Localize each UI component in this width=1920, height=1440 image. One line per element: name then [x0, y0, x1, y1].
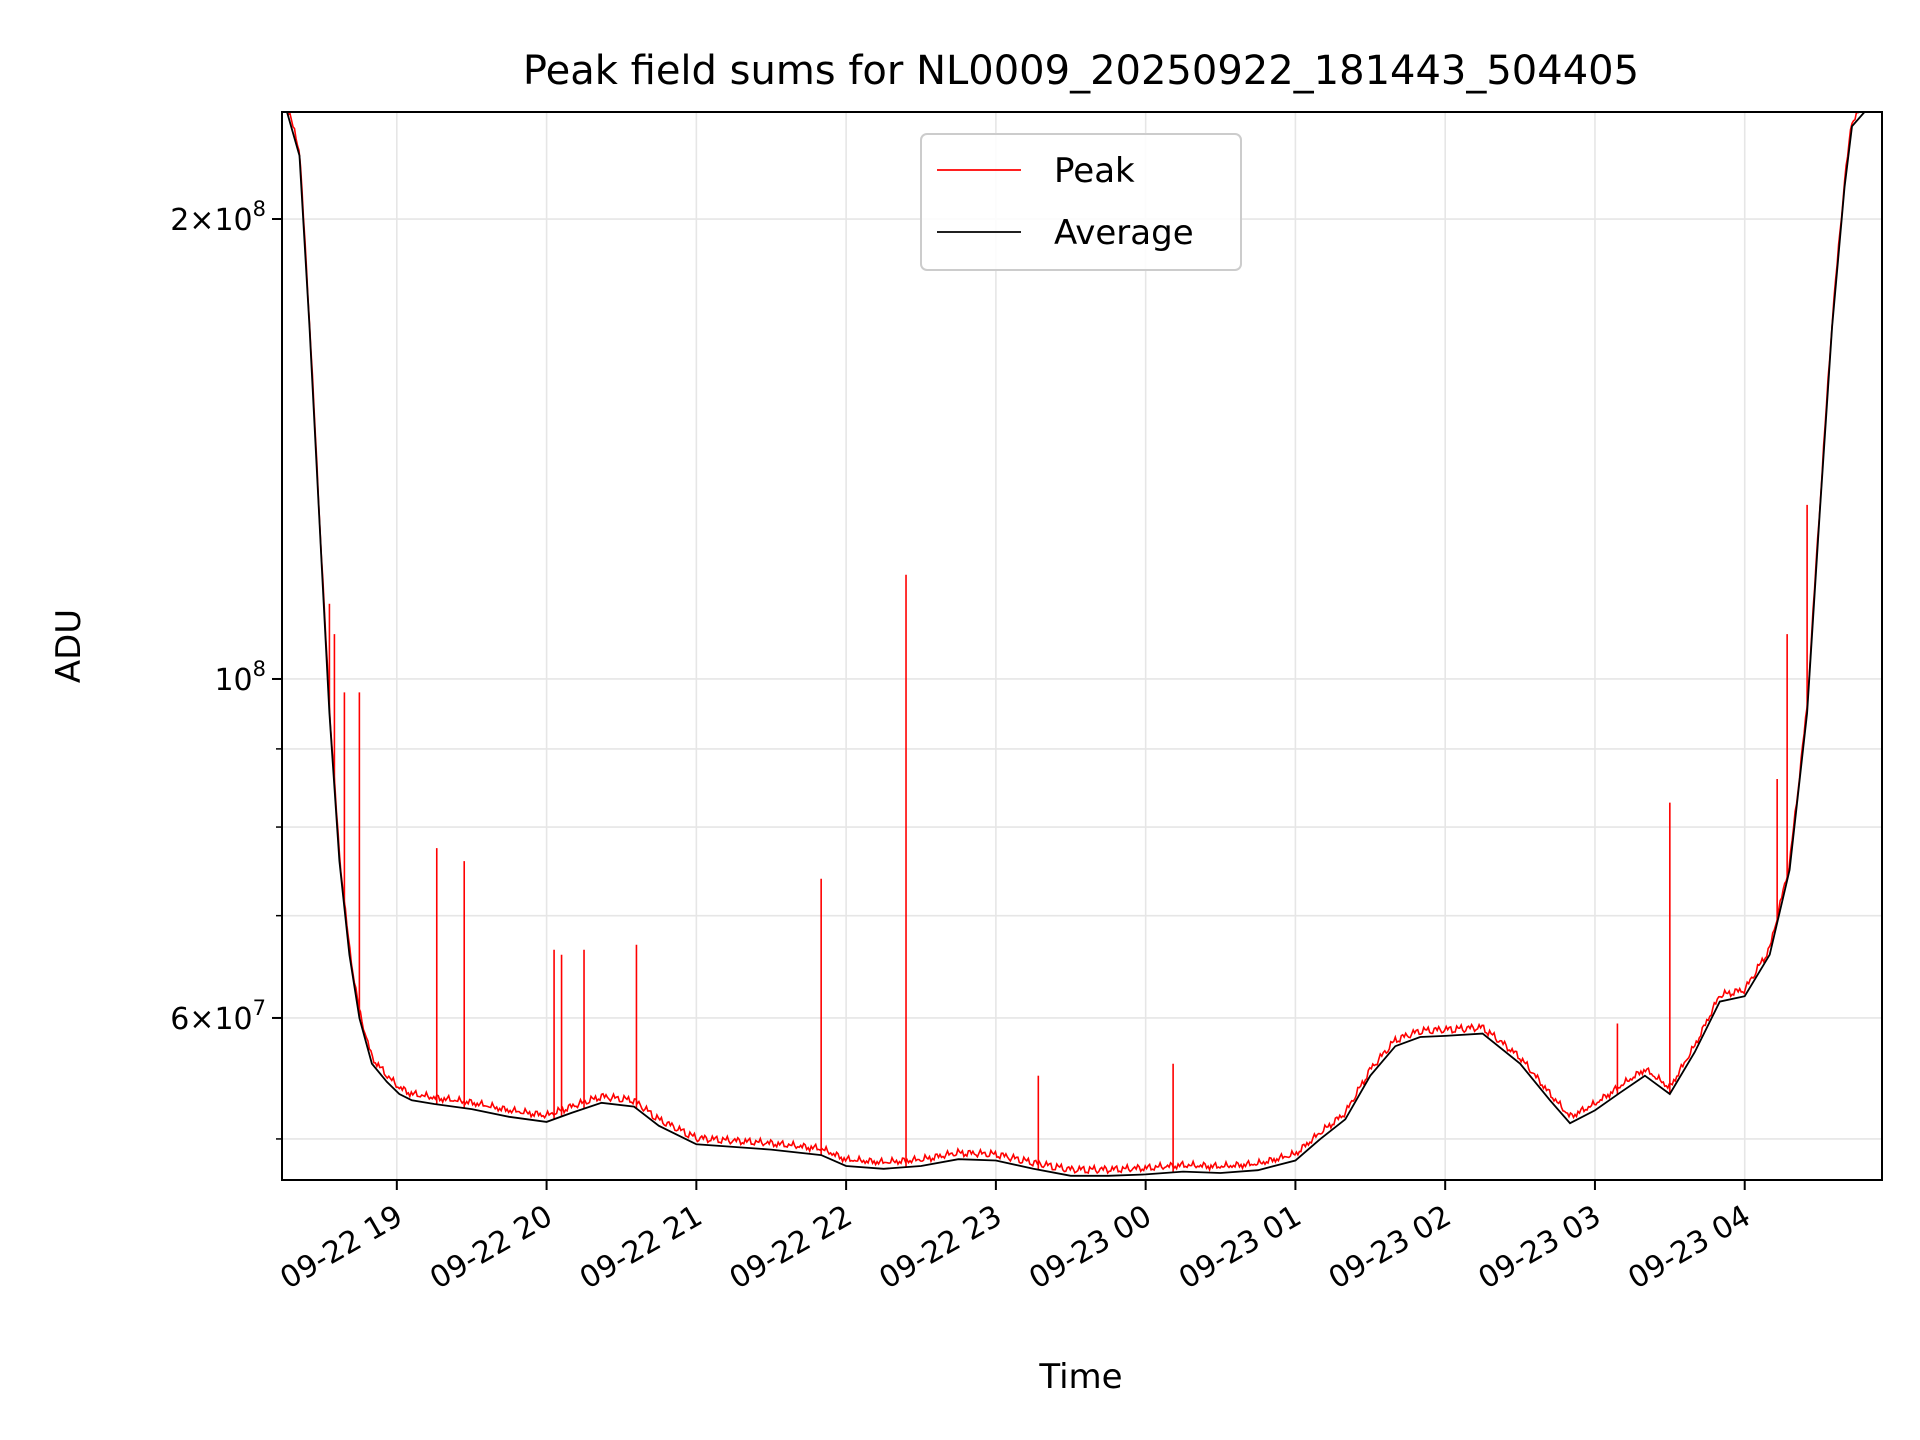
- x-axis-label: Time: [1038, 1357, 1122, 1397]
- legend-peak-label: Peak: [1054, 151, 1135, 191]
- legend-average-label: Average: [1054, 213, 1194, 253]
- legend[interactable]: Peak Average: [920, 133, 1242, 271]
- y-tick-label: 6×107: [170, 996, 266, 1037]
- y-tick-label: 108: [214, 657, 266, 698]
- legend-box: [920, 133, 1242, 271]
- plot-area: [286, 112, 1877, 1177]
- peak-series-line: [286, 112, 1860, 1175]
- y-tick-label: 2×108: [170, 197, 266, 238]
- plot-frame: [281, 111, 1883, 1181]
- y-axis: 6×107 108 2×108: [170, 197, 282, 1140]
- average-series-line: [286, 112, 1877, 1177]
- chart-title: Peak field sums for NL0009_20250922_1814…: [523, 48, 1639, 94]
- grid-layer: [282, 112, 1882, 1180]
- y-axis-label: ADU: [49, 609, 89, 683]
